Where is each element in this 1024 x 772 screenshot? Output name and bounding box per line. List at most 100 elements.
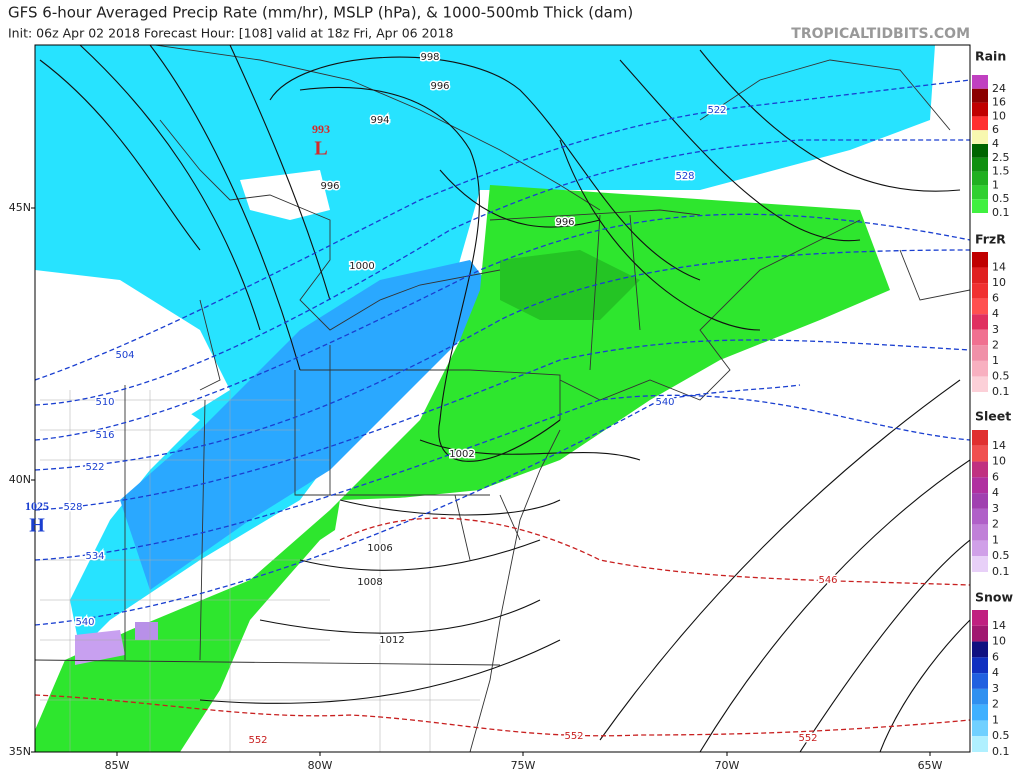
legend-swatch xyxy=(972,376,988,392)
isobar-label: 994 xyxy=(370,115,389,126)
pressure-center-value: 1025 xyxy=(25,499,49,513)
map-title: GFS 6-hour Averaged Precip Rate (mm/hr),… xyxy=(8,4,633,22)
thickness-label: 528 xyxy=(675,171,694,182)
legend-swatch xyxy=(972,688,988,705)
legend-label: 1 xyxy=(992,713,999,726)
legend-swatch xyxy=(972,144,988,158)
legend-swatch xyxy=(972,625,988,642)
legend-label: 4 xyxy=(992,137,999,150)
legend-label: 16 xyxy=(992,96,1006,109)
legend-label: 10 xyxy=(992,455,1006,468)
lon-label: 75W xyxy=(511,759,536,772)
legend-swatch xyxy=(972,704,988,721)
legend-swatch xyxy=(972,298,988,315)
lon-label: 70W xyxy=(715,759,740,772)
thickness-label: 552 xyxy=(248,735,267,746)
legend-swatch xyxy=(972,445,988,462)
legend-swatch xyxy=(972,157,988,172)
legend-swatch xyxy=(972,493,988,509)
legend: Rain241610642.51.510.50.1FrzR1410643210.… xyxy=(972,49,1013,758)
legend-label: 0.5 xyxy=(992,549,1010,562)
dry-area xyxy=(35,270,230,490)
thickness-label: 510 xyxy=(95,397,114,408)
map-frame xyxy=(34,44,971,753)
legend-swatch xyxy=(972,673,988,689)
legend-swatch xyxy=(972,610,988,626)
map-subtitle: Init: 06z Apr 02 2018 Forecast Hour: [10… xyxy=(8,26,453,41)
legend-swatch xyxy=(972,171,988,186)
thickness-label: 528 xyxy=(63,502,82,513)
legend-label: 0.5 xyxy=(992,729,1010,742)
legend-title: Rain xyxy=(975,49,1006,64)
legend-swatch xyxy=(972,524,988,541)
legend-swatch xyxy=(972,329,988,346)
legend-title: Sleet xyxy=(975,409,1011,424)
lon-label: 85W xyxy=(105,759,130,772)
legend-swatch xyxy=(972,75,988,89)
thickness-label: 534 xyxy=(85,551,104,562)
legend-swatch xyxy=(972,252,988,268)
legend-swatch xyxy=(972,88,988,103)
legend-swatch xyxy=(972,477,988,494)
legend-swatch xyxy=(972,540,988,557)
legend-label: 0.1 xyxy=(992,565,1010,578)
legend-swatch xyxy=(972,556,988,572)
legend-label: 14 xyxy=(992,261,1006,274)
legend-label: 2.5 xyxy=(992,151,1010,164)
lon-label: 80W xyxy=(308,759,333,772)
legend-label: 6 xyxy=(992,470,999,483)
legend-swatch xyxy=(972,345,988,361)
legend-label: 14 xyxy=(992,619,1006,632)
legend-label: 2 xyxy=(992,338,999,351)
isobar-label: 996 xyxy=(555,217,574,228)
thickness-label: 516 xyxy=(95,430,114,441)
legend-label: 1 xyxy=(992,178,999,191)
legend-title: Snow xyxy=(975,590,1013,605)
thickness-label: 504 xyxy=(115,350,134,361)
map-area xyxy=(34,44,971,753)
legend-label: 1 xyxy=(992,533,999,546)
legend-label: 0.1 xyxy=(992,385,1010,398)
legend-label: 10 xyxy=(992,109,1006,122)
legend-label: 3 xyxy=(992,682,999,695)
legend-label: 0.5 xyxy=(992,192,1010,205)
legend-label: 0.1 xyxy=(992,745,1010,758)
legend-label: 4 xyxy=(992,307,999,320)
legend-label: 14 xyxy=(992,439,1006,452)
lat-label: 45N xyxy=(9,201,31,214)
legend-label: 2 xyxy=(992,698,999,711)
isobar-label: 1012 xyxy=(379,635,404,646)
legend-label: 24 xyxy=(992,82,1006,95)
legend-swatch xyxy=(972,130,988,144)
legend-swatch xyxy=(972,102,988,117)
isobar-label: 996 xyxy=(430,81,449,92)
site-name: TROPICALTIDBITS.COM xyxy=(791,26,970,42)
legend-swatch xyxy=(972,720,988,737)
state-borders xyxy=(35,45,701,666)
lat-label: 35N xyxy=(9,745,31,758)
precip-snow-mix xyxy=(135,622,158,640)
legend-label: 10 xyxy=(992,276,1006,289)
legend-swatch xyxy=(972,185,988,200)
legend-swatch xyxy=(972,199,988,213)
thickness-label: 552 xyxy=(564,731,583,742)
legend-label: 0.5 xyxy=(992,369,1010,382)
precip-heavier-rain xyxy=(500,250,640,320)
legend-swatch xyxy=(972,736,988,752)
legend-swatch xyxy=(972,360,988,377)
legend-swatch xyxy=(972,116,988,131)
precip-snow-mix xyxy=(75,630,125,665)
thickness-label: 522 xyxy=(707,105,726,116)
legend-label: 2 xyxy=(992,518,999,531)
isobar-label: 996 xyxy=(320,181,339,192)
legend-label: 6 xyxy=(992,123,999,136)
thickness-label: 522 xyxy=(85,462,104,473)
legend-label: 3 xyxy=(992,323,999,336)
legend-label: 4 xyxy=(992,486,999,499)
isobar-label: 1002 xyxy=(449,449,474,460)
dry-area xyxy=(240,170,330,220)
coastline xyxy=(159,59,970,752)
pressure-center-symbol: L xyxy=(314,138,327,160)
legend-label: 4 xyxy=(992,666,999,679)
legend-swatch xyxy=(972,283,988,299)
